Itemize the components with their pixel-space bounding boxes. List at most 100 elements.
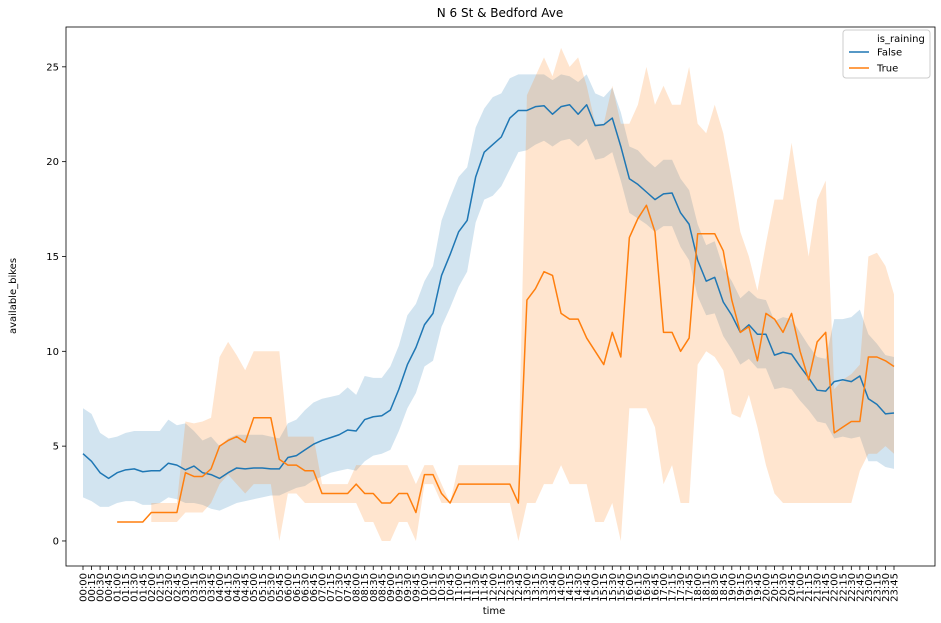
y-tick-label: 5 [53,442,59,453]
x-tick-label: 14:00 [557,573,568,602]
series-line [117,204,895,523]
x-tick-label: 02:15 [155,573,166,602]
x-tick-label: 03:30 [198,573,209,602]
x-tick-label: 09:15 [394,573,405,602]
x-tick-label: 20:45 [787,573,798,602]
x-tick-label: 19:00 [727,573,738,602]
x-tick-label: 15:15 [599,573,610,602]
x-tick-label: 08:00 [352,573,363,602]
x-tick-label: 10:30 [437,573,448,602]
x-tick-label: 05:15 [258,573,269,602]
chart-title: N 6 St & Bedford Ave [437,6,564,20]
plot-area [82,47,895,541]
x-tick-label: 19:15 [736,573,747,602]
x-tick-label: 04:30 [232,573,243,602]
x-tick-label: 21:45 [821,573,832,602]
legend-box [842,29,931,79]
x-tick-label: 15:00 [591,573,602,602]
x-tick-label: 01:30 [130,573,141,602]
x-tick-label: 05:45 [275,573,286,602]
y-axis-label: available_bikes [8,258,19,334]
y-tick-label: 0 [53,536,59,547]
x-tick-label: 17:45 [685,573,696,602]
x-tick-label: 05:30 [266,573,277,602]
x-tick-label: 14:15 [565,573,576,602]
x-tick-label: 18:45 [719,573,730,602]
x-tick-label: 18:15 [702,573,713,602]
x-tick-label: 22:30 [847,573,858,602]
legend-label: False [877,48,902,59]
x-tick-label: 12:00 [488,573,499,602]
x-tick-label: 14:45 [582,573,593,602]
x-tick-label: 23:30 [881,573,892,602]
x-tick-label: 13:45 [548,573,559,602]
x-tick-label: 02:45 [172,573,183,602]
x-tick-label: 04:15 [224,573,235,602]
x-tick-label: 23:45 [890,573,901,602]
x-tick-label: 06:00 [283,573,294,602]
x-tick-label: 12:45 [514,573,525,602]
x-tick-label: 01:15 [121,573,132,602]
x-tick-label: 10:15 [429,573,440,602]
x-tick-label: 06:45 [309,573,320,602]
x-tick-label: 23:15 [872,573,883,602]
x-tick-label: 15:45 [616,573,627,602]
legend-title: is_raining [877,34,925,45]
x-tick-label: 09:30 [403,573,414,602]
x-tick-label: 00:15 [87,573,98,602]
x-tick-label: 11:15 [463,573,474,602]
x-tick-label: 09:45 [411,573,422,602]
x-tick-label: 07:45 [343,573,354,602]
y-tick-label: 10 [46,347,59,358]
x-tick-label: 22:45 [855,573,866,602]
y-tick-label: 20 [46,157,59,168]
x-tick-label: 21:00 [796,573,807,602]
legend-label: True [876,64,898,75]
x-tick-label: 17:30 [676,573,687,602]
x-tick-label: 03:15 [189,573,200,602]
x-tick-label: 05:00 [249,573,260,602]
x-tick-label: 23:00 [864,573,875,602]
x-tick-label: 19:45 [753,573,764,602]
x-tick-label: 06:30 [300,573,311,602]
x-tick-label: 00:00 [79,573,90,602]
x-tick-label: 03:45 [207,573,218,602]
x-tick-label: 18:00 [693,573,704,602]
x-tick-label: 12:30 [505,573,516,602]
x-tick-label: 16:00 [625,573,636,602]
x-tick-label: 09:00 [386,573,397,602]
legend: is_raining False True [842,29,931,79]
x-tick-label: 17:00 [659,573,670,602]
x-tick-label: 14:30 [574,573,585,602]
confidence-band [151,47,894,541]
x-tick-label: 16:30 [642,573,653,602]
x-tick-label: 02:30 [164,573,175,602]
series-line [82,104,895,480]
x-tick-label: 13:00 [522,573,533,602]
x-tick-label: 01:00 [113,573,124,602]
y-tick-label: 25 [46,62,59,73]
x-tick-label: 16:15 [633,573,644,602]
x-tick-label: 18:30 [710,573,721,602]
y-tick-label: 15 [46,252,59,263]
x-tick-label: 16:45 [650,573,661,602]
x-tick-label: 22:00 [830,573,841,602]
x-tick-label: 22:15 [838,573,849,602]
x-tick-label: 11:30 [471,573,482,602]
x-tick-label: 03:00 [181,573,192,602]
x-tick-label: 11:00 [454,573,465,602]
x-tick-label: 19:30 [744,573,755,602]
x-tick-label: 13:15 [531,573,542,602]
x-tick-label: 12:15 [497,573,508,602]
x-tick-label: 01:45 [138,573,149,602]
x-tick-label: 07:30 [335,573,346,602]
x-tick-label: 08:15 [360,573,371,602]
x-tick-label: 20:15 [770,573,781,602]
x-tick-label: 10:45 [446,573,457,602]
x-tick-label: 11:45 [480,573,491,602]
x-tick-label: 02:00 [147,573,158,602]
x-tick-label: 17:15 [668,573,679,602]
x-tick-label: 21:15 [804,573,815,602]
